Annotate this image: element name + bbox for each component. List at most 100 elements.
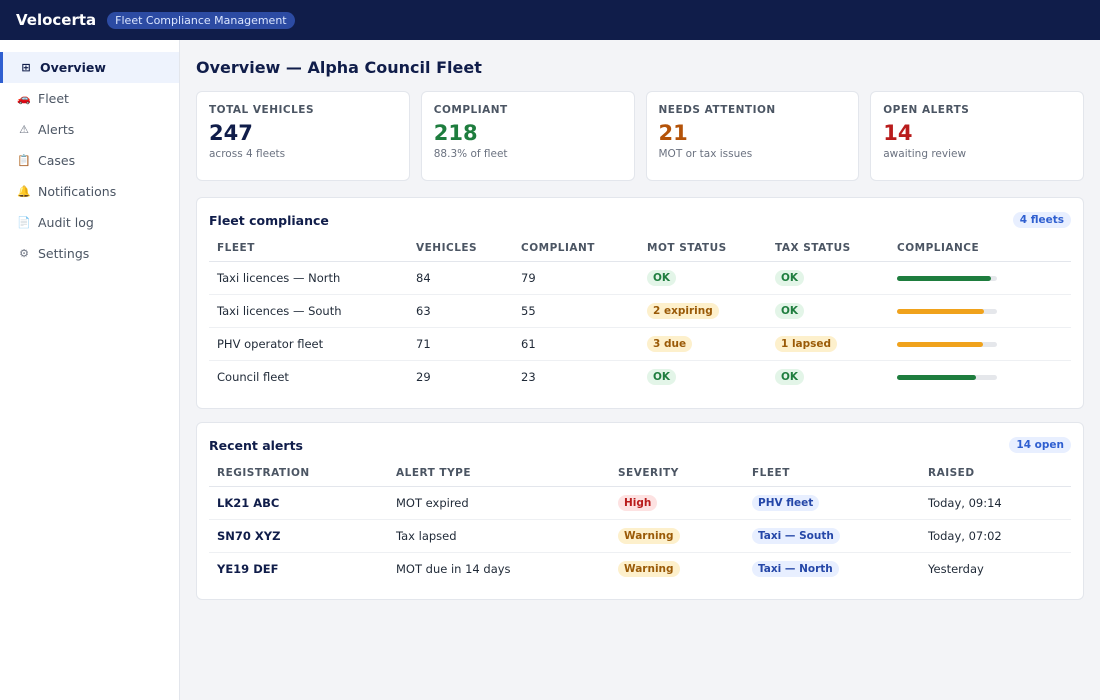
compliant-count: 61	[513, 327, 639, 361]
stat-value: 14	[883, 121, 913, 145]
compliance-bar-fill	[897, 308, 984, 314]
mot-status-cell: OK	[639, 361, 767, 394]
sidebar-item-label: Fleet	[38, 91, 69, 106]
sidebar-item-cases[interactable]: 📋 Cases	[0, 145, 179, 176]
table-row[interactable]: YE19 DEF MOT due in 14 days Warning Taxi — …	[209, 553, 1071, 586]
column-header: COMPLIANCE	[889, 242, 1071, 262]
recent-alerts-card: Recent alerts 14 open REGISTRATION ALERT …	[196, 422, 1084, 600]
column-header: RAISED	[920, 467, 1071, 487]
bell-icon: 🔔	[17, 185, 31, 198]
raised-time: Yesterday	[928, 562, 984, 577]
fleet-compliance-card: Fleet compliance 4 fleets FLEET VEHICLES C…	[196, 197, 1084, 409]
page-title: Overview — Alpha Council Fleet	[196, 58, 482, 77]
column-header: MOT STATUS	[639, 242, 767, 262]
tax-status-cell: 1 lapsed	[767, 327, 889, 361]
raised-time: Today, 09:14	[920, 486, 1071, 520]
table-row[interactable]: Council fleet 29 23 OK OK	[209, 361, 1071, 394]
stat-value: 247	[209, 121, 253, 145]
table-row[interactable]: SN70 XYZ Tax lapsed Warning Taxi — South Tod…	[209, 519, 1071, 553]
warning-icon: ⚠	[19, 123, 29, 136]
sidebar-item-label: Alerts	[38, 122, 75, 137]
tax-status-badge: OK	[775, 270, 805, 286]
sidebar-item-settings[interactable]: ⚙ Settings	[0, 238, 179, 269]
alert-type: MOT expired	[388, 486, 610, 520]
registration: LK21 ABC	[209, 486, 388, 520]
vehicle-count: 63	[408, 294, 513, 328]
fleet-name: Taxi licences — North	[209, 261, 408, 295]
fleet-badge: PHV fleet	[752, 495, 820, 511]
table-row[interactable]: LK21 ABC MOT expired High PHV fleet Today, 0…	[209, 486, 1071, 520]
compliance-bar-fill	[897, 341, 983, 347]
severity-badge: Warning	[618, 561, 680, 578]
stat-subtext: MOT or tax issues	[658, 148, 753, 160]
table-row[interactable]: Taxi licences — North 84 79 OK OK	[209, 261, 1071, 295]
tax-status-badge: OK	[775, 303, 805, 319]
compliance-cell	[889, 327, 1071, 361]
stat-card-needs-attention: NEEDS ATTENTION 21 MOT or tax issues	[645, 91, 860, 181]
compliance-cell	[889, 361, 1071, 394]
car-icon: 🚗	[17, 92, 31, 105]
stat-label: NEEDS ATTENTION	[658, 104, 776, 116]
sidebar: ⊞ Overview 🚗 Fleet ⚠ Alerts 📋 Cases 🔔 Notificatio…	[0, 40, 180, 700]
mot-status-badge: 2 expiring	[647, 303, 719, 319]
clipboard-icon: 📋	[17, 154, 31, 167]
registration: YE19 DEF	[217, 562, 279, 577]
compliance-bar	[897, 341, 997, 347]
tax-status-cell: OK	[767, 261, 889, 295]
vehicle-count: 29	[416, 370, 431, 385]
sidebar-item-label: Settings	[38, 246, 90, 261]
severity-badge: Warning	[618, 528, 680, 544]
fleet-name: Council fleet	[217, 370, 289, 385]
sidebar-item-notifications[interactable]: 🔔 Notifications	[0, 176, 179, 207]
tax-status-badge: 1 lapsed	[775, 336, 838, 352]
fleet-cell: Taxi — South	[744, 519, 920, 553]
fleet-cell: Taxi — North	[744, 553, 920, 586]
fleet-compliance-table: FLEET VEHICLES COMPLIANT MOT STATUS TAX STAT…	[209, 242, 1071, 394]
fleet-badge: Taxi — South	[752, 528, 840, 544]
sidebar-item-overview[interactable]: ⊞ Overview	[0, 52, 179, 83]
stat-label: TOTAL VEHICLES	[209, 104, 315, 116]
stats-row: TOTAL VEHICLES 247 across 4 fleets COMPLIAN…	[196, 91, 1084, 181]
table-row[interactable]: Taxi licences — South 63 55 2 expiring OK	[209, 294, 1071, 328]
sidebar-item-label: Audit log	[38, 215, 94, 230]
sidebar-item-label: Overview	[40, 60, 106, 75]
compliance-cell	[889, 261, 1071, 295]
sidebar-item-alerts[interactable]: ⚠ Alerts	[0, 114, 179, 145]
column-header: TAX STATUS	[767, 242, 889, 262]
tax-status-cell: OK	[767, 294, 889, 328]
sidebar-item-label: Cases	[38, 153, 76, 168]
registration: SN70 XYZ	[209, 519, 388, 553]
compliant-count: 79	[513, 261, 639, 295]
alert-type: Tax lapsed	[388, 519, 610, 553]
alert-type: MOT due in 14 days	[396, 562, 511, 577]
raised-time: Today, 07:02	[920, 519, 1071, 553]
vehicle-count: 71	[408, 327, 513, 361]
stat-subtext: across 4 fleets	[209, 148, 286, 160]
tax-status-badge: OK	[775, 369, 805, 386]
stat-card-open-alerts: OPEN ALERTS 14 awaiting review	[870, 91, 1084, 181]
gear-icon: ⚙	[19, 247, 29, 260]
mot-status-badge: OK	[647, 369, 677, 386]
fleet-badge: Taxi — North	[752, 561, 839, 578]
grid-icon: ⊞	[21, 61, 31, 74]
column-header: REGISTRATION	[209, 467, 388, 487]
stat-subtext: 88.3% of fleet	[433, 148, 508, 160]
compliant-count: 23	[521, 370, 536, 385]
brand-logo[interactable]: Velocerta	[16, 11, 97, 29]
sidebar-item-audit-log[interactable]: 📄 Audit log	[0, 207, 179, 238]
main-content: Overview — Alpha Council Fleet TOTAL VEH…	[196, 58, 1084, 600]
tax-status-cell: OK	[767, 361, 889, 394]
severity-cell: Warning	[610, 553, 744, 586]
stat-subtext: awaiting review	[883, 148, 967, 160]
sidebar-item-fleet[interactable]: 🚗 Fleet	[0, 83, 179, 114]
fleet-name: PHV operator fleet	[209, 327, 408, 361]
stat-label: COMPLIANT	[433, 104, 508, 116]
product-badge: Fleet Compliance Management	[107, 11, 295, 29]
stat-card-total-vehicles: TOTAL VEHICLES 247 across 4 fleets	[196, 91, 410, 181]
compliance-bar-fill	[897, 275, 991, 281]
column-header: FLEET	[209, 242, 408, 262]
severity-badge: High	[618, 495, 658, 511]
mot-status-badge: OK	[647, 270, 677, 286]
table-row[interactable]: PHV operator fleet 71 61 3 due 1 lapsed	[209, 327, 1071, 361]
stat-value: 21	[658, 121, 688, 145]
